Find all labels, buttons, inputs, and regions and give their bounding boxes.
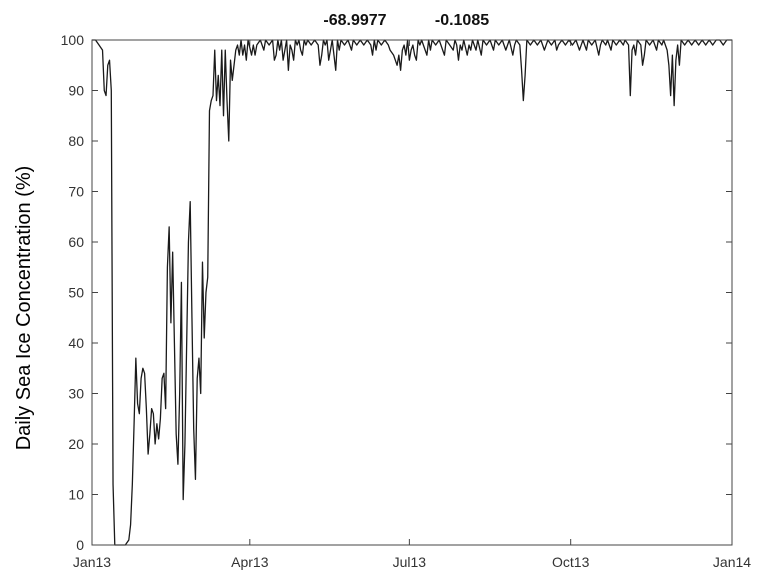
y-tick-label: 0 bbox=[76, 537, 84, 553]
y-axis-label: Daily Sea Ice Concentration (%) bbox=[13, 166, 35, 451]
y-tick-label: 30 bbox=[68, 386, 84, 402]
y-tick-label: 60 bbox=[68, 234, 84, 250]
title-part-1: -68.9977 bbox=[323, 12, 386, 29]
y-tick-label: 40 bbox=[68, 335, 84, 351]
x-tick-label: Apr13 bbox=[231, 554, 269, 570]
y-tick-label: 100 bbox=[61, 32, 85, 48]
y-tick-label: 80 bbox=[68, 133, 84, 149]
x-tick-label: Oct13 bbox=[552, 554, 590, 570]
plot-frame bbox=[91, 39, 733, 546]
y-tick-label: 50 bbox=[68, 285, 84, 301]
y-tick-label: 10 bbox=[68, 487, 84, 503]
x-tick-label: Jan13 bbox=[73, 554, 111, 570]
y-tick-label: 70 bbox=[68, 184, 84, 200]
tick-labels: 0 10 20 30 40 50 60 70 80 90 100 Jan13 Apr13 Jul13 Oct… bbox=[61, 32, 752, 570]
y-tick-label: 90 bbox=[68, 83, 84, 99]
y-tick-label: 20 bbox=[68, 436, 84, 452]
x-tick-label: Jul13 bbox=[393, 554, 427, 570]
title-part-2: -0.1085 bbox=[435, 12, 489, 29]
x-tick-label: Jan14 bbox=[713, 554, 751, 570]
